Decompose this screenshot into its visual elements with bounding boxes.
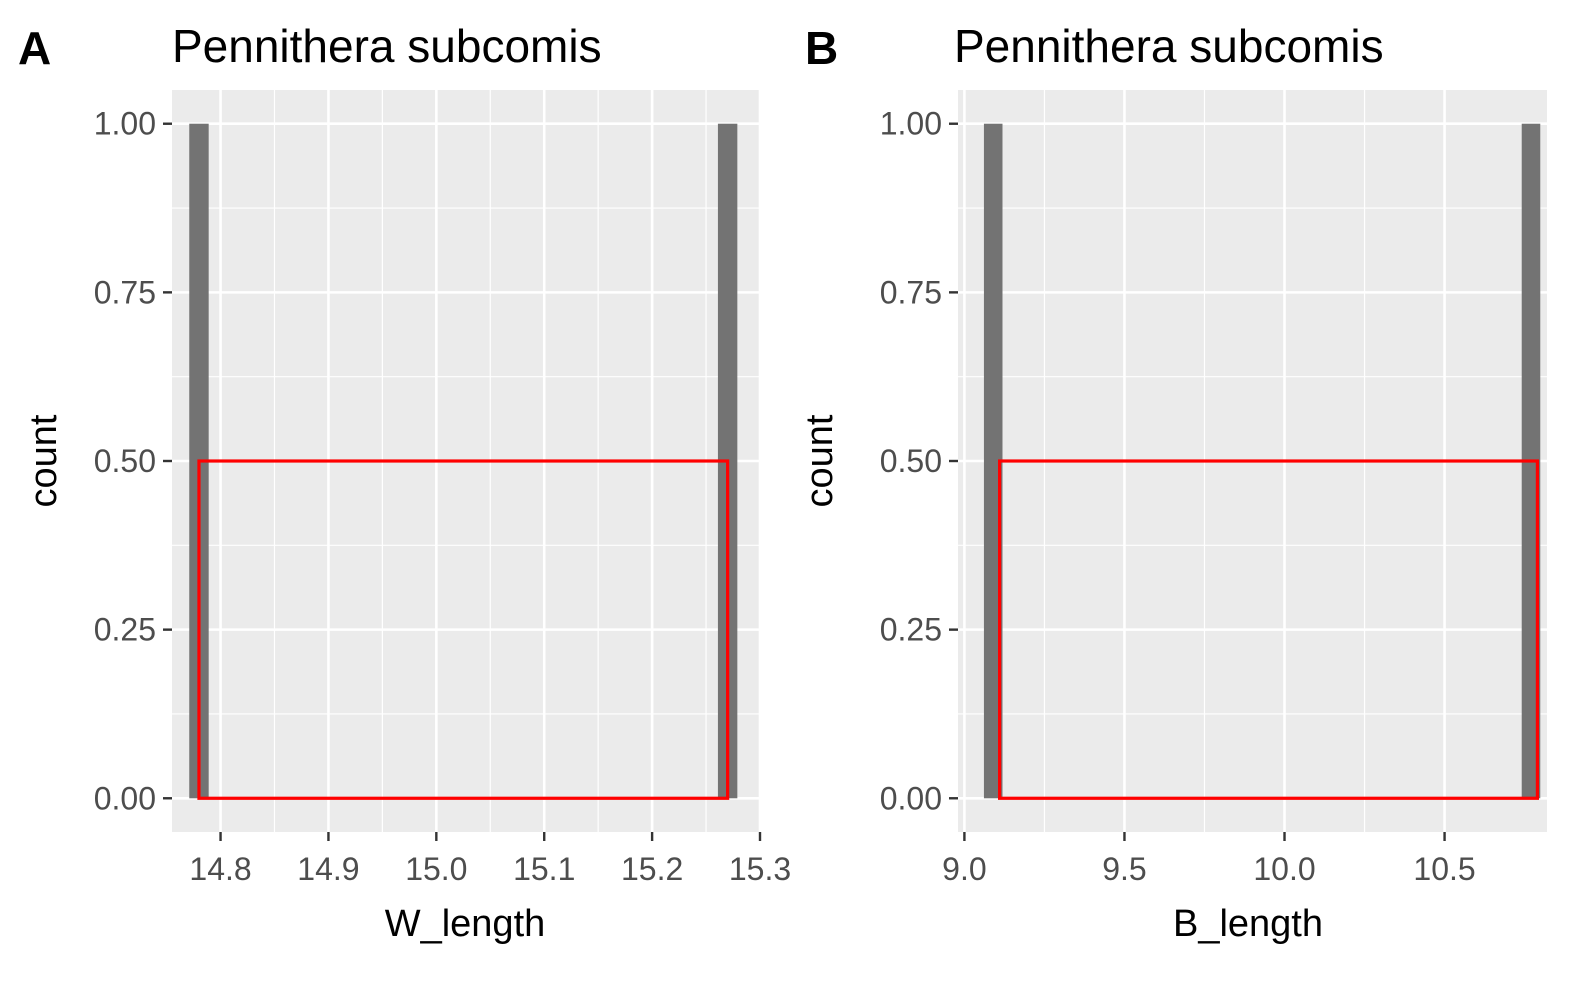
x-axis-title: W_length (385, 903, 546, 945)
y-axis-title: count (799, 414, 841, 507)
x-tick-label: 9.0 (942, 851, 986, 887)
y-tick-label: 1.00 (94, 106, 156, 142)
panel-tag: A (18, 22, 51, 74)
x-tick-label: 15.2 (621, 851, 683, 887)
x-tick-label: 15.0 (405, 851, 467, 887)
y-tick-label: 1.00 (880, 106, 942, 142)
y-tick-label: 0.50 (880, 443, 942, 479)
y-tick-label: 0.25 (94, 612, 156, 648)
x-tick-label: 14.9 (297, 851, 359, 887)
chart-panel-b: B Pennithera subcomis 0.00 0.25 0.50 0.75 1.… (790, 0, 1593, 984)
plot-area: 0.00 0.25 0.50 0.75 1.00 9.0 9.5 10.0 10.5 (880, 90, 1547, 887)
x-tick-label: 15.1 (513, 851, 575, 887)
x-tick-label: 9.5 (1102, 851, 1146, 887)
panel-tag: B (805, 22, 838, 74)
y-tick-label: 0.00 (94, 780, 156, 816)
y-tick-label: 0.50 (94, 443, 156, 479)
y-axis-title: count (23, 414, 65, 507)
y-tick-label: 0.25 (880, 612, 942, 648)
x-tick-label: 10.5 (1413, 851, 1475, 887)
y-tick-label: 0.75 (880, 274, 942, 310)
x-axis-title: B_length (1173, 903, 1323, 945)
x-tick-label: 10.0 (1253, 851, 1315, 887)
chart-b-svg: B Pennithera subcomis 0.00 0.25 0.50 0.75 1.… (799, 20, 1547, 945)
y-tick-label: 0.75 (94, 274, 156, 310)
histogram-bar (983, 123, 1003, 799)
chart-title: Pennithera subcomis (172, 20, 602, 72)
chart-title: Pennithera subcomis (954, 20, 1384, 72)
x-tick-label: 15.3 (729, 851, 790, 887)
chart-panel-a: A Pennithera subcomis 0.00 0.25 0.50 0.75 1.… (0, 0, 790, 984)
highlight-box (998, 459, 1539, 800)
y-tick-label: 0.00 (880, 780, 942, 816)
chart-a-svg: A Pennithera subcomis 0.00 0.25 0.50 0.75 1.… (18, 20, 790, 945)
plot-area: 0.00 0.25 0.50 0.75 1.00 14.8 14.9 15.0 15.1 15.2… (94, 90, 790, 887)
highlight-box (197, 459, 730, 800)
x-tick-label: 14.8 (189, 851, 251, 887)
